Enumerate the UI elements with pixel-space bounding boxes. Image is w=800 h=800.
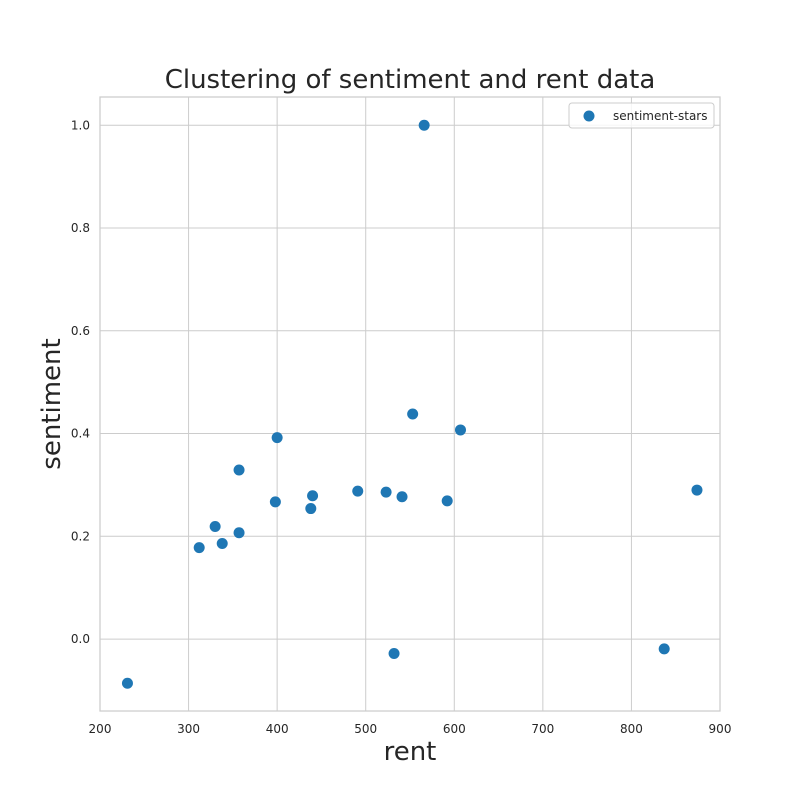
- data-point: [193, 542, 205, 554]
- x-tick-label: 300: [177, 722, 200, 736]
- grid-layer: [99, 97, 721, 711]
- data-point: [407, 408, 419, 420]
- legend-label-sentiment-stars: sentiment-stars: [613, 109, 708, 123]
- data-point: [307, 490, 319, 502]
- plot-frame: [99, 96, 721, 712]
- data-point: [271, 432, 283, 444]
- legend-box: [568, 102, 715, 129]
- data-points: [121, 119, 703, 689]
- y-tick-label: 0.2: [71, 529, 90, 543]
- data-point: [269, 496, 281, 508]
- legend-marker-sentiment-stars: [583, 110, 595, 122]
- data-point: [305, 503, 317, 515]
- y-tick-label: 0.6: [71, 324, 90, 338]
- x-tick-label: 400: [266, 722, 289, 736]
- x-tick-label: 900: [709, 722, 732, 736]
- legend: sentiment-stars: [568, 102, 715, 129]
- data-point: [121, 677, 133, 689]
- y-tick-label: 0.4: [71, 427, 90, 441]
- x-tick-label: 800: [620, 722, 643, 736]
- y-axis-label: sentiment: [37, 338, 67, 469]
- data-point: [380, 486, 392, 498]
- x-axis-ticks: 200 300 400 500 600 700 800 900: [89, 722, 732, 736]
- x-axis-label: rent: [384, 737, 437, 767]
- y-tick-label: 0.0: [71, 632, 90, 646]
- data-point: [233, 527, 245, 539]
- data-point: [691, 484, 703, 496]
- data-point: [658, 643, 670, 655]
- x-tick-label: 700: [531, 722, 554, 736]
- data-point: [388, 647, 400, 659]
- data-point: [233, 464, 245, 476]
- x-tick-label: 500: [354, 722, 377, 736]
- y-tick-label: 0.8: [71, 221, 90, 235]
- y-axis-ticks: 0.0 0.2 0.4 0.6 0.8 1.0: [71, 118, 90, 646]
- data-point: [454, 424, 466, 436]
- chart-title: Clustering of sentiment and rent data: [165, 65, 656, 95]
- data-point: [216, 537, 228, 549]
- y-tick-label: 1.0: [71, 118, 90, 132]
- data-point: [396, 491, 408, 503]
- data-point: [352, 485, 364, 497]
- x-tick-label: 600: [443, 722, 466, 736]
- data-point: [209, 521, 221, 533]
- data-point: [418, 119, 430, 131]
- data-point: [441, 495, 453, 507]
- x-tick-label: 200: [89, 722, 112, 736]
